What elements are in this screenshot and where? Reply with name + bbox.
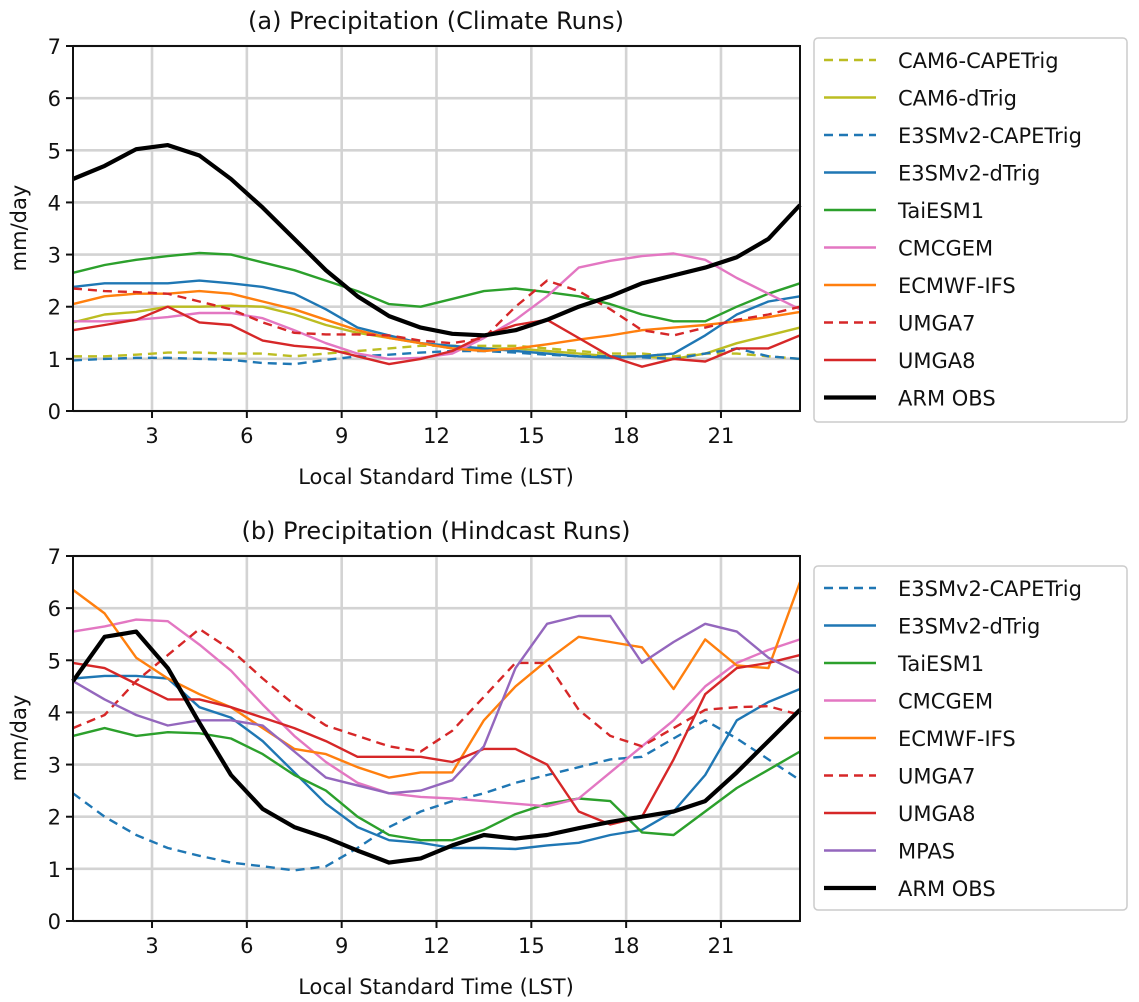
legend-label: ARM OBS	[898, 387, 996, 411]
legend-label: E3SMv2-dTrig	[898, 162, 1040, 186]
legend-label: CMCGEM	[898, 237, 993, 261]
legend-label: E3SMv2-CAPETrig	[898, 577, 1082, 601]
series-line-e3smv2-dtrig	[72, 674, 801, 851]
legend-label: ARM OBS	[898, 877, 996, 901]
series-line-umga8	[72, 653, 801, 826]
y-tick-label: 2	[48, 296, 61, 320]
legend: E3SMv2-CAPETrig E3SMv2-dTrig TaiESM1 CMCGEM…	[813, 565, 1128, 911]
chart-title: (b) Precipitation (Hindcast Runs)	[241, 517, 630, 545]
y-tick-label: 5	[48, 649, 61, 673]
x-tick-label: 9	[335, 424, 348, 448]
legend-label: UMGA7	[898, 312, 976, 336]
legend-label: ECMWF-IFS	[898, 727, 1016, 751]
series-line-e3smv2-capetrig	[72, 719, 801, 872]
legend-box	[813, 565, 1128, 911]
legend: CAM6-CAPETrig CAM6-dTrig E3SMv2-CAPETrig E3…	[813, 37, 1128, 423]
series-line-umga8	[72, 305, 801, 368]
series-line-e3smv2-dtrig	[72, 279, 801, 359]
x-tick-label: 12	[423, 424, 450, 448]
y-axis-label: mm/day	[7, 695, 31, 782]
x-tick-label: 21	[708, 424, 735, 448]
x-tick-label: 6	[240, 424, 253, 448]
legend-label: UMGA7	[898, 765, 976, 789]
series-line-taiesm1	[72, 726, 801, 842]
x-tick-label: 21	[708, 934, 735, 958]
legend-label: UMGA8	[898, 349, 976, 373]
y-tick-label: 0	[48, 910, 61, 934]
y-tick-label: 7	[48, 35, 61, 59]
legend-label: CAM6-dTrig	[898, 87, 1017, 111]
legend-label: E3SMv2-dTrig	[898, 615, 1040, 639]
series-line-ecmwf-ifs	[72, 289, 801, 353]
y-tick-label: 2	[48, 806, 61, 830]
y-tick-label: 4	[48, 701, 61, 725]
y-tick-label: 6	[48, 87, 61, 111]
y-tick-label: 1	[48, 858, 61, 882]
series-line-taiesm1	[72, 251, 801, 323]
legend-label: MPAS	[898, 840, 955, 864]
series-line-mpas	[72, 614, 801, 795]
series-line-arm-obs	[71, 629, 802, 865]
legend-label: ECMWF-IFS	[898, 274, 1016, 298]
panel-climate-runs: (a) Precipitation (Climate Runs) 3 6 9 12 15…	[7, 7, 1128, 489]
y-tick-label: 7	[48, 545, 61, 569]
x-tick-label: 3	[145, 934, 158, 958]
x-tick-label: 15	[518, 934, 545, 958]
x-axis-label: Local Standard Time (LST)	[298, 465, 574, 489]
series-lines	[71, 581, 802, 872]
grid	[73, 554, 800, 923]
legend-label: E3SMv2-CAPETrig	[898, 124, 1082, 148]
series-line-cmcgem	[72, 618, 801, 808]
x-tick-label: 3	[145, 424, 158, 448]
x-tick-label: 18	[613, 424, 640, 448]
x-tick-label: 9	[335, 934, 348, 958]
panel-hindcast-runs: (b) Precipitation (Hindcast Runs) 3 6 9 12 1…	[7, 517, 1128, 999]
y-tick-label: 3	[48, 244, 61, 268]
x-tick-label: 12	[423, 934, 450, 958]
chart-title: (a) Precipitation (Climate Runs)	[248, 7, 624, 35]
series-line-umga7	[72, 279, 801, 345]
series-line-arm-obs	[72, 143, 802, 338]
y-tick-label: 1	[48, 348, 61, 372]
y-tick-label: 6	[48, 597, 61, 621]
x-tick-label: 18	[613, 934, 640, 958]
legend-label: CMCGEM	[898, 690, 993, 714]
series-line-e3smv2-capetrig	[72, 347, 801, 366]
legend-label: TaiESM1	[897, 199, 984, 223]
legend-label: CAM6-CAPETrig	[898, 49, 1059, 73]
series-lines	[72, 143, 802, 368]
series-line-ecmwf-ifs	[72, 581, 802, 779]
y-axis-label: mm/day	[7, 185, 31, 272]
legend-label: TaiESM1	[897, 652, 984, 676]
y-tick-label: 5	[48, 139, 61, 163]
x-tick-label: 15	[518, 424, 545, 448]
x-tick-label: 6	[240, 934, 253, 958]
x-axis-label: Local Standard Time (LST)	[298, 975, 574, 999]
legend-box	[813, 37, 1128, 423]
legend-label: UMGA8	[898, 802, 976, 826]
series-line-umga7	[72, 627, 801, 753]
y-tick-label: 4	[48, 191, 61, 215]
y-tick-label: 3	[48, 754, 61, 778]
y-tick-label: 0	[48, 400, 61, 424]
